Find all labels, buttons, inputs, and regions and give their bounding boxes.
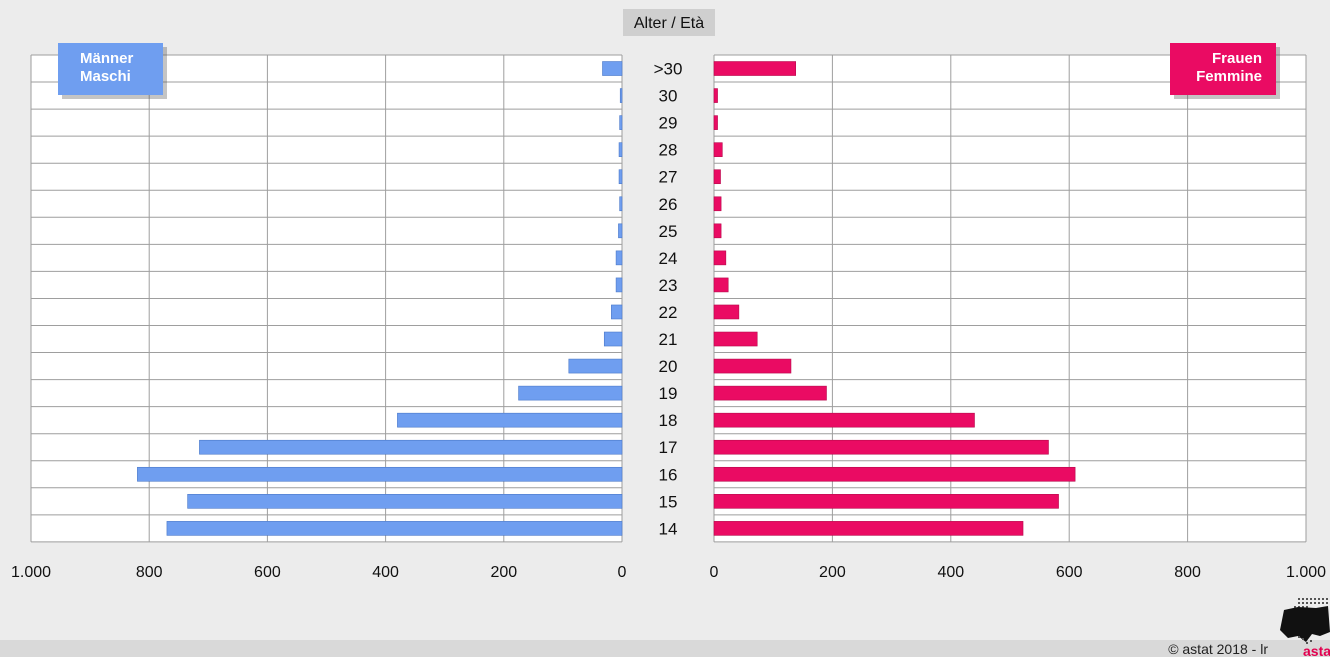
female-bar bbox=[713, 115, 718, 130]
female-bar bbox=[713, 61, 796, 76]
age-category-label: 22 bbox=[659, 303, 678, 322]
age-category-label: 15 bbox=[659, 492, 678, 511]
male-bar bbox=[166, 521, 623, 536]
male-bar bbox=[568, 358, 623, 374]
left-x-tick-label: 1.000 bbox=[11, 564, 51, 581]
age-category-label: 23 bbox=[659, 276, 678, 295]
male-bar bbox=[137, 466, 623, 482]
footer-bar bbox=[0, 640, 1330, 657]
male-bar bbox=[611, 304, 623, 320]
male-bar bbox=[397, 412, 623, 428]
axis-title-box bbox=[623, 9, 715, 36]
svg-text:astat: astat bbox=[1303, 643, 1330, 657]
female-legend-box bbox=[1170, 43, 1276, 95]
left-x-tick-label: 800 bbox=[136, 564, 163, 581]
male-bar bbox=[187, 494, 623, 509]
axis-title: Alter / Età bbox=[634, 15, 704, 32]
female-bar bbox=[713, 466, 1076, 482]
age-category-label: 30 bbox=[659, 87, 678, 106]
female-bar bbox=[713, 521, 1024, 536]
female-bar bbox=[713, 412, 975, 428]
astat-logo: astat bbox=[1280, 598, 1330, 657]
age-category-label: 20 bbox=[659, 357, 678, 376]
male-bar bbox=[618, 223, 623, 239]
male-bar bbox=[518, 385, 623, 401]
female-bar bbox=[713, 385, 827, 401]
female-bar bbox=[713, 169, 721, 185]
left-x-tick-label: 200 bbox=[490, 564, 517, 581]
male-legend-label: Männer bbox=[80, 50, 134, 67]
age-category-label: 21 bbox=[659, 330, 678, 349]
age-category-label: 17 bbox=[659, 438, 678, 457]
male-legend-box bbox=[58, 43, 163, 95]
female-bar bbox=[713, 304, 740, 320]
right-x-tick-label: 1.000 bbox=[1286, 564, 1326, 581]
right-x-tick-label: 200 bbox=[819, 564, 846, 581]
female-bar bbox=[713, 494, 1059, 509]
male-bar bbox=[618, 169, 623, 185]
age-category-label: 14 bbox=[659, 519, 678, 538]
age-category-label: 26 bbox=[659, 195, 678, 214]
female-legend-label: Frauen bbox=[1212, 50, 1262, 67]
age-category-label: >30 bbox=[654, 60, 683, 79]
female-bar bbox=[713, 277, 729, 293]
male-bar bbox=[619, 196, 623, 212]
right-x-tick-label: 600 bbox=[1056, 564, 1083, 581]
male-bar bbox=[615, 250, 623, 266]
age-category-label: 24 bbox=[659, 249, 678, 268]
female-bar bbox=[713, 250, 727, 266]
left-x-tick-label: 0 bbox=[618, 564, 627, 581]
age-category-label: 29 bbox=[659, 114, 678, 133]
male-bar bbox=[618, 142, 623, 157]
age-category-label: 27 bbox=[659, 168, 678, 187]
right-x-tick-label: 800 bbox=[1174, 564, 1201, 581]
age-category-label: 16 bbox=[659, 465, 678, 484]
age-category-label: 18 bbox=[659, 411, 678, 430]
right-x-tick-label: 0 bbox=[710, 564, 719, 581]
female-bar bbox=[713, 196, 722, 212]
female-legend-label: Femmine bbox=[1196, 68, 1262, 85]
left-x-tick-label: 400 bbox=[372, 564, 399, 581]
female-bar bbox=[713, 439, 1049, 455]
age-category-label: 25 bbox=[659, 222, 678, 241]
right-x-tick-label: 400 bbox=[937, 564, 964, 581]
female-bar bbox=[713, 142, 723, 157]
male-bar bbox=[603, 331, 623, 347]
female-bar bbox=[713, 358, 792, 374]
female-bar bbox=[713, 88, 718, 103]
left-x-tick-label: 600 bbox=[254, 564, 281, 581]
copyright-text: © astat 2018 - lr bbox=[1168, 641, 1268, 657]
male-bar bbox=[619, 88, 623, 103]
male-bar bbox=[615, 277, 623, 293]
male-bar bbox=[199, 439, 623, 455]
male-bar bbox=[619, 115, 623, 130]
male-bar bbox=[602, 61, 623, 76]
male-legend-label: Maschi bbox=[80, 68, 131, 85]
female-bar bbox=[713, 223, 722, 239]
age-category-label: 19 bbox=[659, 384, 678, 403]
age-category-label: 28 bbox=[659, 141, 678, 160]
female-bar bbox=[713, 331, 758, 347]
